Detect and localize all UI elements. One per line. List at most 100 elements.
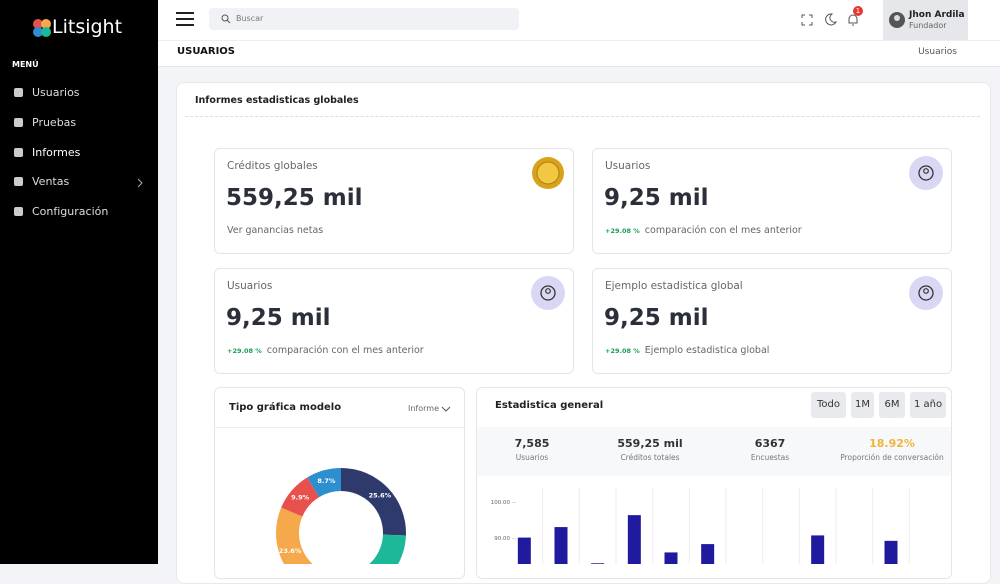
bar — [554, 527, 568, 564]
stat-value: 559,25 mil — [617, 437, 683, 450]
search-placeholder: Buscar — [236, 14, 264, 23]
card-value: 9,25 mil — [604, 305, 709, 331]
user-icon — [909, 276, 943, 310]
search-box[interactable]: Buscar — [209, 8, 519, 30]
card-note-row: +29.08 % comparación con el mes anterior — [227, 345, 424, 356]
notification-badge: 1 — [853, 6, 863, 16]
donut-title: Tipo gráfica modelo — [229, 402, 342, 413]
topbar: Buscar 1 Jhon Ardila Fundador — [158, 0, 1000, 41]
stat-value: 7,585 — [514, 437, 550, 450]
stats-row — [477, 427, 951, 476]
card-label: Usuarios — [227, 280, 273, 292]
search-icon — [221, 14, 231, 24]
menu-toggle[interactable] — [176, 12, 194, 26]
donut-segment — [369, 534, 406, 564]
divider — [185, 116, 980, 117]
user-icon — [531, 276, 565, 310]
brand-logo — [33, 19, 51, 37]
avatar — [889, 12, 905, 28]
stat-label: Créditos totales — [620, 453, 680, 462]
range-button[interactable]: 1 año — [910, 392, 946, 418]
bar — [664, 552, 678, 564]
stats-title: Estadistica general — [495, 400, 604, 411]
stat-card: Usuarios 9,25 mil +29.08 % comparación con … — [592, 148, 952, 254]
card-value: 559,25 mil — [226, 185, 363, 211]
range-button[interactable]: 1M — [851, 392, 874, 418]
dropdown-chevron[interactable] — [441, 405, 451, 413]
menu-icon — [14, 207, 23, 217]
icon-shape — [14, 147, 23, 157]
breadcrumb[interactable]: Usuarios — [918, 47, 957, 57]
icon-shape — [14, 207, 23, 217]
card-label: Usuarios — [605, 160, 651, 172]
range-button[interactable]: 6M — [879, 392, 905, 418]
divider — [215, 427, 464, 428]
sidebar: Litsight MENÚ Usuarios Pruebas Informes Ven… — [0, 0, 158, 564]
page-title: USUARIOS — [177, 46, 235, 57]
stat-label: Proporción de conversación — [840, 453, 944, 462]
chevron — [137, 178, 143, 188]
menu-item[interactable]: Usuarios — [32, 86, 80, 99]
card-value: 9,25 mil — [226, 305, 331, 331]
menu-icon — [14, 88, 23, 97]
menu-icon — [14, 117, 23, 127]
donut-segment — [281, 477, 320, 517]
icon-ring — [918, 165, 934, 181]
icon-head — [923, 288, 929, 294]
donut-label: 23.6% — [279, 547, 302, 555]
card-change: +29.08 % — [605, 227, 640, 235]
bar-chart: 90.00 100.00 — [491, 488, 910, 564]
menu-item[interactable]: Informes — [32, 145, 81, 159]
stat-value: 6367 — [754, 437, 786, 450]
donut-segment — [307, 468, 341, 498]
fullscreen-icon[interactable] — [801, 14, 813, 26]
card-note: comparación con el mes anterior — [266, 345, 424, 356]
page-header: USUARIOS Usuarios — [158, 41, 1000, 67]
user-menu[interactable]: Jhon Ardila Fundador — [883, 0, 968, 40]
icon-head — [545, 288, 551, 294]
bar — [884, 540, 898, 564]
icon-head — [923, 168, 929, 174]
donut-label: 25.6% — [369, 492, 392, 500]
card-note: comparación con el mes anterior — [644, 225, 802, 236]
bar — [701, 544, 715, 564]
menu-item[interactable]: Ventas — [32, 175, 70, 189]
card-note: Ver ganancias netas — [227, 225, 324, 236]
user-name: Jhon Ardila — [909, 10, 965, 20]
icon-shape — [14, 177, 23, 187]
donut-label: 9.9% — [291, 494, 310, 502]
y-tick-label: 90.00 — [494, 536, 510, 542]
menu-item[interactable]: Pruebas — [32, 115, 77, 129]
icon-ring — [540, 285, 556, 301]
bell-icon[interactable] — [847, 13, 859, 26]
user-icon — [909, 156, 943, 190]
card-value: 9,25 mil — [604, 185, 709, 211]
card-label: Créditos globales — [227, 160, 318, 172]
stat-card: Ejemplo estadistica global 9,25 mil +29.08… — [592, 268, 952, 374]
menu-icon — [14, 147, 23, 157]
bar — [627, 515, 641, 564]
card-note-row: +29.08 % Ejemplo estadistica global — [605, 345, 769, 356]
menu-icon — [14, 177, 23, 187]
brand: Litsight — [52, 16, 123, 38]
icon-shape — [14, 117, 23, 127]
stat-label: Usuarios — [515, 453, 549, 462]
stat-card: Créditos globales 559,25 mil Ver ganancias… — [214, 148, 574, 254]
filter-dropdown[interactable]: Informe — [408, 404, 440, 413]
menu-item[interactable]: Configuración — [32, 205, 109, 219]
stat-label: Encuestas — [750, 453, 790, 462]
panel-title: Informes estadisticas globales — [195, 95, 359, 106]
donut-chart: 25.6% 23.6% 9.9% 8.7% — [276, 468, 406, 564]
y-tick-label: 100.00 — [491, 500, 511, 506]
donut-segment — [276, 507, 313, 564]
range-button[interactable]: Todo — [811, 392, 846, 418]
card-change: +29.08 % — [605, 347, 640, 355]
bar — [811, 535, 825, 564]
theme-icon[interactable] — [824, 13, 837, 26]
card-change: +29.08 % — [227, 347, 262, 355]
card-label: Ejemplo estadistica global — [605, 280, 743, 292]
card-note-row: +29.08 % comparación con el mes anterior — [605, 225, 802, 236]
coin-inner — [536, 161, 560, 185]
